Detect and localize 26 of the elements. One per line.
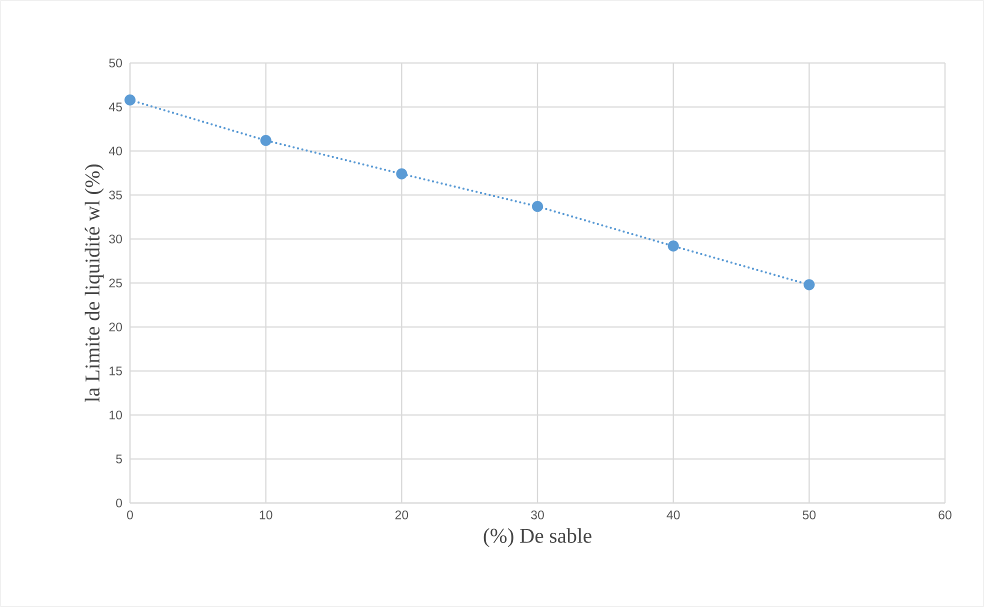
point [260,134,272,146]
x-tick-label: 40 [666,510,680,520]
point [124,94,136,106]
y-tick-label: 45 [108,102,122,112]
y-tick-label: 5 [116,454,122,464]
x-tick-label: 0 [127,510,133,520]
y-tick-label: 20 [109,322,122,332]
point [532,200,544,212]
x-tick-label: 50 [802,510,816,520]
y-tick-label: 40 [108,146,122,156]
y-tick-label: 10 [110,410,122,420]
x-tick-label: 10 [260,510,272,520]
y-tick-label: 15 [110,366,122,376]
y-tick-label: 50 [109,58,122,68]
y-axis-title: la Limite de liquidité wl (%) [84,164,104,402]
x-tick-label: 30 [531,510,544,520]
point [396,168,408,180]
point [668,240,679,252]
y-tick-label: 0 [116,498,122,508]
y-tick-label: 25 [109,278,122,288]
point [804,279,815,290]
x-tick-label: 60 [938,510,952,520]
x-axis-title: (%) De sable [484,528,592,548]
x-tick-label: 20 [395,510,408,520]
y-tick-label: 30 [109,234,122,244]
y-tick-label: 35 [109,190,122,200]
